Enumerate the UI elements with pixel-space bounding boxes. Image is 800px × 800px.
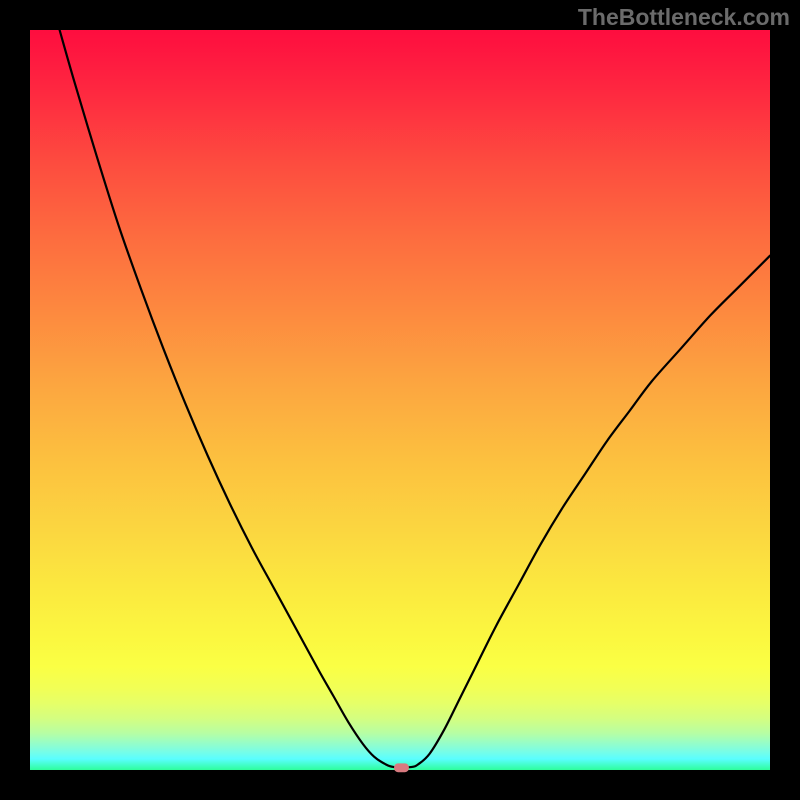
- trough-marker: [394, 763, 409, 772]
- plot-background: [30, 30, 770, 770]
- bottleneck-chart: [0, 0, 800, 800]
- chart-frame: TheBottleneck.com: [0, 0, 800, 800]
